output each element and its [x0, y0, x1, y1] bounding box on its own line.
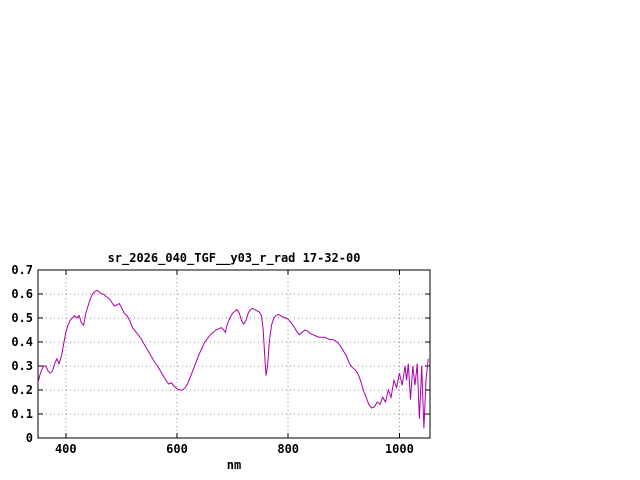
y-tick-label: 0.2	[11, 383, 33, 397]
chart-title: sr_2026_040_TGF__y03_r_rad 17-32-00	[108, 251, 361, 266]
grid-layer	[38, 269, 430, 439]
y-tick-label: 0.1	[11, 407, 33, 421]
y-tick-label: 0.6	[11, 287, 33, 301]
series-layer	[37, 289, 429, 429]
y-tick-label: 0	[26, 431, 33, 445]
x-tick-label: 400	[55, 442, 77, 456]
x-tick-label: 600	[166, 442, 188, 456]
x-tick-label: 1000	[385, 442, 414, 456]
y-tick-label: 0.7	[11, 263, 33, 277]
y-tick-label: 0.3	[11, 359, 33, 373]
y-tick-label: 0.4	[11, 335, 33, 349]
data-line-sr_2026_040_TGF__y03_r_rad	[37, 289, 429, 429]
axis-layer: 400 600 800 1000 0 0.1 0.2 0.3 0.4 0.5 0.6 0.7	[11, 263, 431, 456]
x-axis-label: nm	[227, 458, 241, 472]
plot-border	[37, 269, 431, 439]
y-tick-label: 0.5	[11, 311, 33, 325]
x-tick-label: 800	[277, 442, 299, 456]
